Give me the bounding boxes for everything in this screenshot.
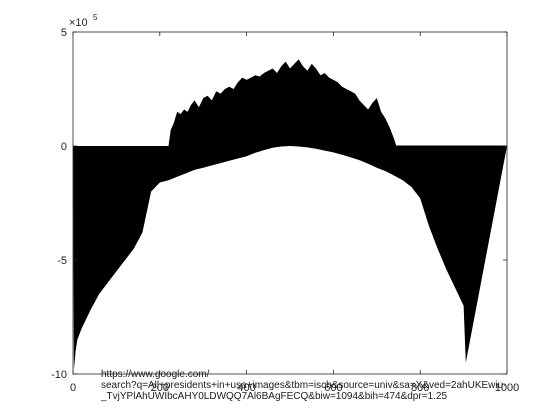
x-tick-label: 400: [237, 382, 255, 394]
x-tick-label: 800: [411, 382, 429, 394]
y-exponent-label: ×10 5: [69, 13, 98, 29]
x-tick-label: 1000: [495, 382, 519, 394]
positive-area: [73, 59, 507, 146]
y-axis: 5 0 -5 -10: [51, 27, 507, 381]
url-line-2: search?q=All+presidents+in+usa+images&tb…: [101, 380, 507, 391]
negative-area: [73, 146, 507, 370]
url-line-3: _TvjYPlAhUWIbcAHY0LDWQQ7Al6BAgFECQ&biw=1…: [101, 391, 448, 402]
y-exponent-power: 5: [93, 13, 98, 22]
x-axis: 0 200 400 600 800 1000: [70, 32, 519, 394]
url-overlay: https://www.google.com/ search?q=All+pre…: [101, 369, 531, 402]
y-tick-label: 0: [61, 141, 67, 153]
x-tick-label: 200: [151, 382, 169, 394]
x-tick-label: 0: [70, 382, 76, 394]
x-tick-label: 600: [324, 382, 342, 394]
plot-area: [73, 59, 507, 370]
y-tick-label: 5: [61, 27, 67, 39]
axes-box: [72, 31, 508, 375]
y-tick-label: -10: [51, 369, 67, 381]
y-exponent-base: ×10: [69, 17, 88, 29]
url-line-1: https://www.google.com/: [101, 369, 210, 380]
y-tick-label: -5: [57, 255, 67, 267]
